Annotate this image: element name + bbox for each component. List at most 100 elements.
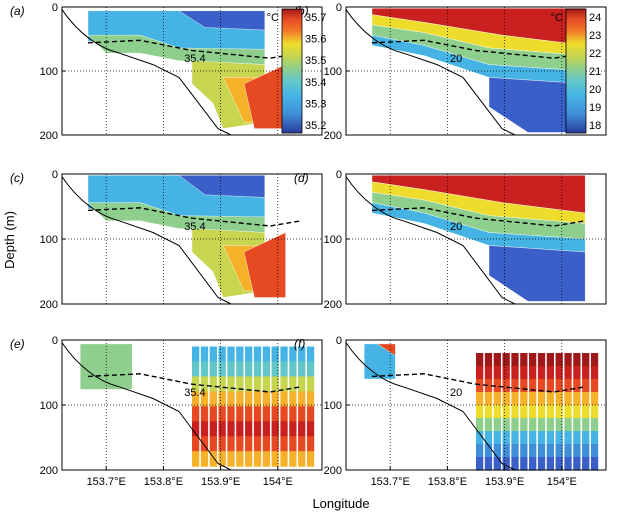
contour-label: 35.4 xyxy=(184,53,205,65)
profile-segment xyxy=(520,366,528,380)
colorbar-unit: °C xyxy=(267,12,279,24)
y-tick-label: 100 xyxy=(324,234,342,246)
profile-segment xyxy=(253,376,262,392)
profile-segment xyxy=(236,436,244,452)
profile-segment xyxy=(192,406,200,422)
profile-segment xyxy=(546,457,554,471)
profile-segment xyxy=(555,353,563,367)
profile-segment xyxy=(209,421,217,437)
profile-segment xyxy=(280,391,288,407)
profile-segment xyxy=(573,366,581,380)
profile-segment xyxy=(200,436,209,452)
profile-segment xyxy=(573,392,581,406)
colorbar-tick-label: 24 xyxy=(589,12,601,24)
profile-segment xyxy=(502,431,510,445)
contour-line xyxy=(87,39,302,59)
profile-segment xyxy=(218,391,226,407)
profile-segment xyxy=(590,457,599,471)
profile-segment xyxy=(236,406,244,422)
colorbar-tick-label: 18 xyxy=(589,120,601,132)
profile-segment xyxy=(502,418,510,432)
profile-segment xyxy=(582,353,590,367)
profile-segment xyxy=(484,431,493,445)
profile-segment xyxy=(253,451,262,467)
contour-line xyxy=(87,207,302,227)
profile-segment xyxy=(555,444,563,458)
y-tick-label: 0 xyxy=(52,335,58,347)
profile-segment xyxy=(537,444,546,458)
profile-segment xyxy=(582,405,590,419)
profile-segment xyxy=(484,444,493,458)
profile-segment xyxy=(502,366,510,380)
y-tick-label: 200 xyxy=(324,299,342,311)
profile-segment xyxy=(200,421,209,437)
colorbar-tick-label: 19 xyxy=(589,102,601,114)
y-tick-label: 100 xyxy=(40,66,58,78)
contour-label: 20 xyxy=(450,221,462,233)
profile-segment xyxy=(537,379,546,393)
profile-segment xyxy=(227,436,235,452)
colorbar-tick-label: 35.2 xyxy=(305,120,326,132)
x-tick-label: 153.9°E xyxy=(201,476,240,488)
profile-segment xyxy=(271,361,279,378)
profile-segment xyxy=(262,391,270,407)
profile-segment xyxy=(289,376,297,392)
profile-segment xyxy=(484,366,493,380)
profile-segment xyxy=(573,353,581,367)
colorbar-tick-label: 35.4 xyxy=(305,77,326,89)
profile-segment xyxy=(245,361,253,378)
x-tick-label: 154°E xyxy=(263,476,293,488)
x-tick-label: 153.7°E xyxy=(371,476,410,488)
profile-segment xyxy=(502,444,510,458)
profile-segment xyxy=(537,353,546,367)
profile-segment xyxy=(298,391,306,407)
contour-label: 20 xyxy=(450,53,462,65)
profile-segment xyxy=(271,451,279,467)
colorbar-bar xyxy=(565,8,587,134)
y-tick-label: 0 xyxy=(336,169,342,181)
field-band xyxy=(243,232,286,298)
colorbar-tick-label: 35.6 xyxy=(305,34,326,46)
profile-segment xyxy=(218,451,226,467)
profile-segment xyxy=(218,406,226,422)
x-tick-label: 154°E xyxy=(547,476,577,488)
profile-segment xyxy=(245,421,253,437)
profile-segment xyxy=(573,431,581,445)
profile-segment xyxy=(564,405,572,419)
seafloor-line xyxy=(61,9,232,136)
profile-segment xyxy=(493,405,501,419)
profile-segment xyxy=(253,361,262,378)
contour-label: 35.4 xyxy=(184,221,205,233)
profile-segment xyxy=(227,376,235,392)
field-band xyxy=(79,343,133,390)
profile-segment xyxy=(484,392,493,406)
profile-segment xyxy=(209,376,217,392)
profile-segment xyxy=(209,391,217,407)
field-band xyxy=(376,343,396,356)
profile-segment xyxy=(227,391,235,407)
profile-segment xyxy=(236,376,244,392)
profile-segment xyxy=(253,436,262,452)
profile-segment xyxy=(573,379,581,393)
colorbar-bar xyxy=(281,8,303,134)
panel-e: 0 100 200 153.7°E 153.8°E 153.9°E 154°E (e) 35.4 xyxy=(10,335,323,488)
profile-segment xyxy=(520,392,528,406)
profile-segment xyxy=(546,418,554,432)
profile-segment xyxy=(306,391,315,407)
profile-segment xyxy=(537,431,546,445)
seafloor-line xyxy=(61,342,232,471)
profile-segment xyxy=(546,353,554,367)
profile-segment xyxy=(236,346,244,363)
profile-segment xyxy=(520,353,528,367)
profile-segment xyxy=(306,436,315,452)
profile-segment xyxy=(546,444,554,458)
profile-segment xyxy=(555,366,563,380)
y-tick-label: 100 xyxy=(324,400,342,412)
y-tick-label: 200 xyxy=(40,465,58,477)
profile-segment xyxy=(493,366,501,380)
contour-line xyxy=(371,207,586,227)
profile-segment xyxy=(520,379,528,393)
profile-segment xyxy=(590,379,599,393)
profile-segment xyxy=(493,431,501,445)
profile-segment xyxy=(209,346,217,363)
